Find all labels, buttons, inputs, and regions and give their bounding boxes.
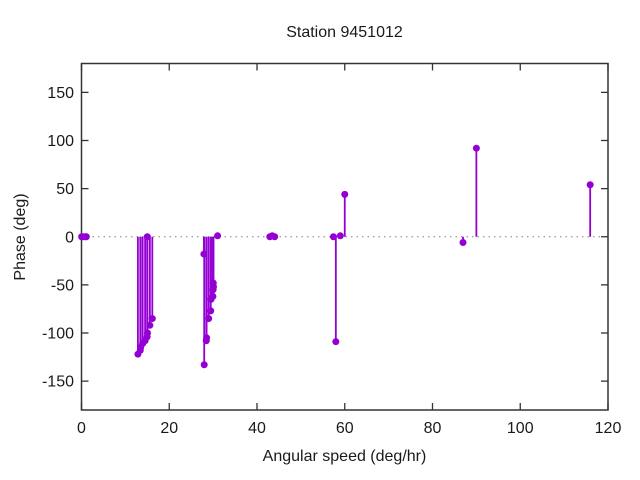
y-tick-label: -100 <box>42 326 74 343</box>
data-point <box>586 181 594 189</box>
data-point <box>148 315 156 323</box>
x-tick-label: 40 <box>248 420 266 437</box>
data-point <box>214 232 222 240</box>
data-point <box>203 334 211 342</box>
data-point <box>207 307 215 315</box>
y-tick-label: -150 <box>42 374 74 391</box>
y-tick-label: 150 <box>47 85 74 102</box>
data-point <box>332 338 340 346</box>
data-point <box>459 239 467 247</box>
data-point <box>205 315 213 323</box>
data-point <box>271 233 279 241</box>
x-tick-label: 100 <box>507 420 534 437</box>
data-point <box>329 233 337 241</box>
data-point <box>209 292 217 300</box>
x-tick-label: 60 <box>336 420 354 437</box>
chart-title: Station 9451012 <box>286 24 403 41</box>
data-point <box>143 329 151 337</box>
x-axis-label: Angular speed (deg/hr) <box>262 448 427 465</box>
data-point <box>143 233 151 241</box>
data-point <box>336 232 344 240</box>
data-point <box>82 233 90 241</box>
y-tick-label: 100 <box>47 133 74 150</box>
y-tick-label: 0 <box>65 229 74 246</box>
y-tick-label: 50 <box>56 181 74 198</box>
x-tick-label: 120 <box>595 420 622 437</box>
data-point <box>209 283 217 291</box>
data-point <box>341 190 349 198</box>
x-tick-label: 20 <box>160 420 178 437</box>
y-axis-label: Phase (deg) <box>12 193 29 281</box>
x-tick-label: 0 <box>77 420 86 437</box>
data-point <box>472 144 480 152</box>
y-tick-label: -50 <box>51 277 74 294</box>
data-point <box>200 250 208 258</box>
x-tick-label: 80 <box>424 420 442 437</box>
data-point <box>146 321 154 329</box>
data-point <box>200 361 208 369</box>
